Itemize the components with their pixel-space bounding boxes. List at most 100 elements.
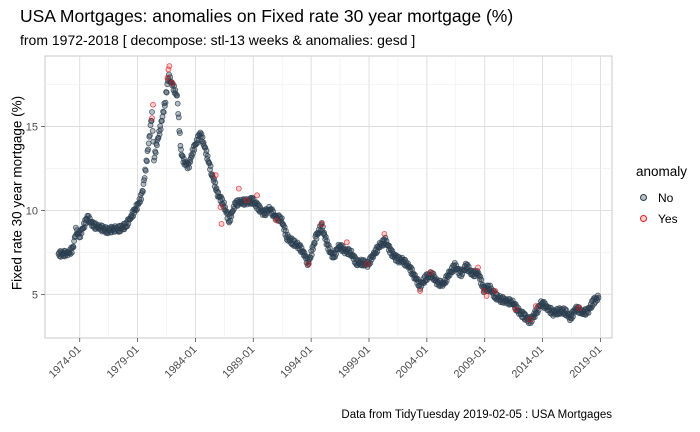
data-point-yes <box>576 304 583 311</box>
plot-panel <box>44 55 613 339</box>
data-point-no <box>157 126 164 133</box>
x-tick-label: 2009-01 <box>452 344 489 381</box>
data-point-yes <box>532 303 539 310</box>
x-tick-label: 2004-01 <box>394 344 431 381</box>
legend-label-yes: Yes <box>658 211 678 226</box>
data-point-no <box>202 144 209 151</box>
x-axis-ticks: 1974-01 1979-01 1984-01 1989-01 1994-01 1999-… <box>47 338 605 381</box>
legend: anomaly No Yes <box>636 164 687 229</box>
data-point-yes <box>318 220 325 227</box>
data-point-no <box>147 122 154 129</box>
legend-item-yes: Yes <box>636 208 687 229</box>
data-point-yes <box>254 192 261 199</box>
data-point-yes <box>169 80 176 86</box>
data-point-yes <box>212 172 219 179</box>
data-point-no <box>142 167 149 174</box>
data-point-no <box>174 100 181 107</box>
legend-key-yes <box>636 211 652 227</box>
data-point-yes <box>343 239 350 246</box>
data-point-no <box>325 242 332 248</box>
data-point-no <box>139 188 146 195</box>
data-point-yes <box>483 293 490 299</box>
data-point-no <box>212 179 219 186</box>
data-point-no <box>203 147 210 154</box>
data-point-no <box>134 206 140 213</box>
data-point-no <box>152 149 159 156</box>
data-point-no <box>68 249 75 256</box>
data-point-no <box>278 215 285 222</box>
chart-subtitle: from 1972-2018 [ decompose: stl-13 weeks… <box>20 32 416 48</box>
legend-label-no: No <box>658 190 674 205</box>
data-point-no <box>153 142 160 149</box>
data-point-no <box>595 294 602 301</box>
x-tick-label: 2019-01 <box>568 344 605 381</box>
data-point-yes <box>243 197 250 204</box>
data-point-yes <box>364 261 371 268</box>
x-tick-label: 1984-01 <box>163 344 200 381</box>
data-point-no <box>146 132 153 139</box>
data-point-no <box>176 130 183 137</box>
legend-key-no <box>636 190 652 206</box>
data-point-no <box>130 213 137 220</box>
data-point-no <box>478 276 485 283</box>
data-point-yes <box>427 269 434 276</box>
data-point-no <box>199 134 206 141</box>
data-point-yes <box>527 316 533 323</box>
data-point-no <box>158 118 165 124</box>
data-point-yes <box>149 115 155 121</box>
data-point-no <box>389 247 396 254</box>
grid <box>45 56 612 338</box>
data-point-no <box>174 92 181 99</box>
y-tick-label: 10 <box>26 205 38 217</box>
data-point-yes <box>305 261 312 268</box>
data-point-no <box>143 158 150 165</box>
data-point-yes <box>166 63 173 69</box>
x-tick-label: 1999-01 <box>336 344 373 381</box>
legend-item-no: No <box>636 187 687 208</box>
data-point-yes <box>217 204 224 211</box>
data-point-no <box>180 155 187 162</box>
data-point-no <box>70 244 77 251</box>
data-point-no <box>333 251 340 257</box>
data-point-yes <box>417 288 424 294</box>
chart-caption: Data from TidyTuesday 2019-02-05 : USA M… <box>341 409 612 421</box>
data-point-yes <box>480 288 487 294</box>
legend-title: anomaly <box>636 164 688 179</box>
data-point-yes <box>150 101 156 108</box>
data-point-no <box>206 160 213 167</box>
data-point-yes <box>273 217 280 224</box>
data-point-no <box>308 251 315 258</box>
data-point-yes <box>235 185 242 192</box>
data-point-no <box>151 154 158 161</box>
data-point-no <box>207 163 214 170</box>
data-point-no <box>162 99 169 106</box>
x-tick-label: 1974-01 <box>47 344 84 381</box>
data-point-no <box>190 150 197 157</box>
x-tick-label: 2014-01 <box>510 344 547 381</box>
data-point-no <box>178 146 184 153</box>
chart-title: USA Mortgages: anomalies on Fixed rate 3… <box>20 6 514 26</box>
data-point-no <box>137 199 143 206</box>
x-tick-label: 1979-01 <box>105 344 142 381</box>
data-point-no <box>198 130 205 137</box>
y-axis-ticks: 5 10 15 <box>26 122 45 301</box>
data-point-no <box>149 127 156 134</box>
data-point-yes <box>165 66 172 73</box>
data-point-no <box>163 89 170 96</box>
data-point-no <box>487 282 494 289</box>
data-point-yes <box>164 74 171 81</box>
y-tick-label: 15 <box>26 122 38 134</box>
data-point-yes <box>218 220 225 227</box>
data-point-yes <box>512 306 519 313</box>
data-point-no <box>585 309 592 316</box>
data-point-no <box>149 109 155 115</box>
data-point-no <box>221 199 227 206</box>
data-point-no <box>141 175 148 181</box>
data-point-no <box>191 147 198 153</box>
data-point-no <box>138 196 145 203</box>
data-point-no <box>307 254 314 261</box>
x-tick-label: 1994-01 <box>278 344 315 381</box>
data-point-no <box>175 114 182 121</box>
data-point-no <box>78 230 85 237</box>
